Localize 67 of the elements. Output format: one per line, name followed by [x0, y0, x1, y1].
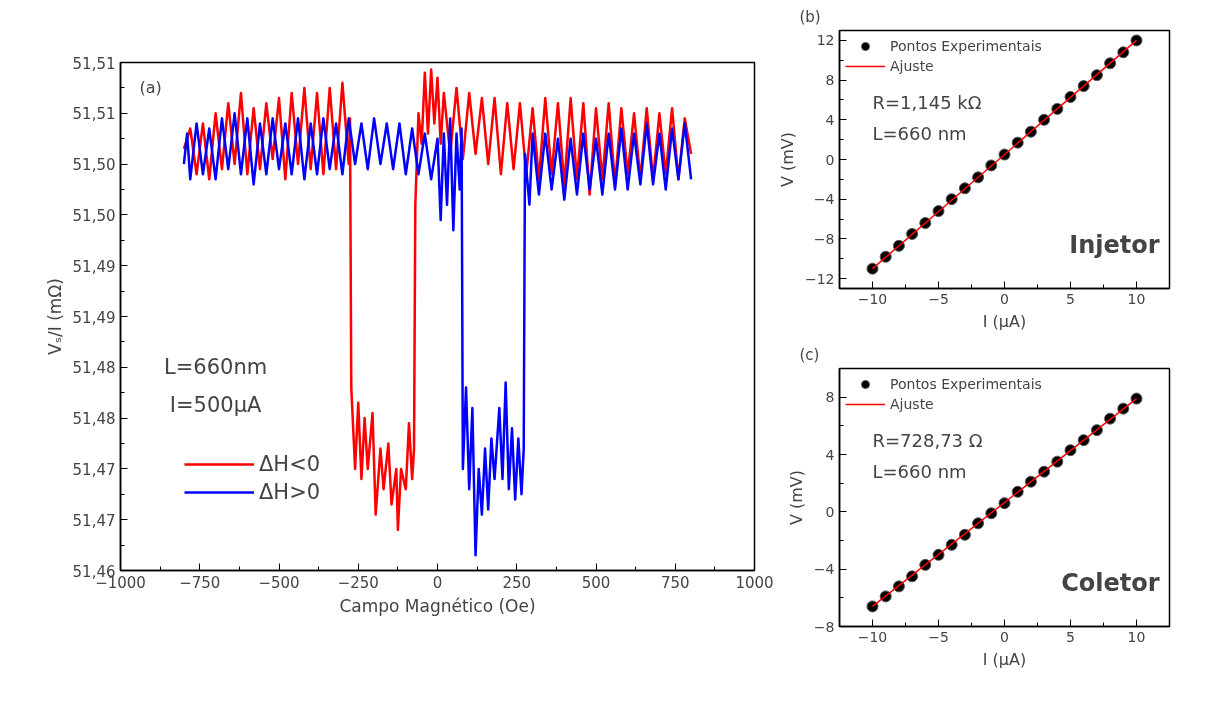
y-tick-label: −8: [813, 230, 835, 247]
y-tick-label: 0: [825, 503, 835, 520]
y-tick-label: 51,48: [72, 359, 116, 378]
legend-label: ΔH>0: [259, 479, 321, 506]
y-tick-label: 51,49: [72, 257, 116, 276]
legend-label: Ajuste: [890, 58, 934, 74]
x-tick-label: 10: [1127, 290, 1146, 307]
y-axis-title: V (mV): [777, 131, 797, 188]
x-tick-label: −5: [928, 628, 949, 645]
annotation: I=500μA: [169, 393, 263, 418]
x-axis-title: I (μA): [982, 649, 1027, 669]
y-axis-title: V (mV): [786, 469, 806, 526]
y-tick-label: 51,48: [72, 410, 116, 429]
x-tick-label: 0: [432, 573, 443, 592]
y-tick-label: 51,51: [72, 105, 116, 124]
annotation: (a): [139, 78, 162, 98]
legend-label: Ajuste: [890, 396, 934, 412]
y-tick-label: 51,50: [72, 206, 116, 225]
x-tick-label: −10: [857, 290, 888, 307]
text: (b): [799, 7, 821, 26]
y-tick-label: 4: [825, 446, 835, 463]
legend-label: Pontos Experimentais: [890, 376, 1042, 392]
y-tick-label: 51,50: [72, 156, 116, 175]
x-axis-title: Campo Magnético (Oe): [339, 595, 536, 616]
x-tick-label: −5: [928, 290, 949, 307]
y-tick-label: 0: [825, 151, 835, 168]
y-tick-label: −12: [804, 270, 835, 287]
annotation: Coletor: [1061, 568, 1160, 597]
x-tick-label: 0: [1000, 290, 1009, 307]
y-tick-label: 51,47: [72, 511, 116, 530]
point: [866, 600, 879, 613]
x-tick-label: 10: [1127, 628, 1146, 645]
x-tick-label: 250: [502, 573, 532, 592]
x-tick-label: 5: [1066, 290, 1075, 307]
y-tick-label: 8: [825, 72, 835, 89]
x-tick-label: −750: [179, 573, 221, 592]
point: [1130, 392, 1143, 405]
x-tick-label: 500: [581, 573, 611, 592]
annotation: L=660 nm: [872, 461, 967, 483]
annotation: L=660nm: [164, 355, 268, 380]
x-tick-label: −250: [337, 573, 379, 592]
x-tick-label: 750: [660, 573, 690, 592]
legend-label: ΔH<0: [259, 451, 321, 478]
annotation: L=660 nm: [872, 123, 967, 145]
y-tick-label: 51,49: [72, 308, 116, 327]
y-tick-label: −8: [813, 618, 835, 635]
x-axis-title: I (μA): [982, 311, 1027, 331]
legend-label: Pontos Experimentais: [890, 38, 1042, 54]
x-tick-label: −500: [258, 573, 300, 592]
y-tick-label: −4: [813, 191, 835, 208]
y-tick-label: 8: [825, 389, 835, 406]
x-tick-label: 0: [1000, 628, 1009, 645]
x-tick-label: 5: [1066, 628, 1075, 645]
annotation: Injetor: [1069, 230, 1160, 259]
y-tick-label: 51,47: [72, 460, 116, 479]
y-tick-label: −4: [813, 561, 835, 578]
y-tick-label: 12: [816, 32, 835, 49]
point: [1130, 34, 1143, 47]
y-tick-label: 4: [825, 111, 835, 128]
y-axis-title: Vₛ/I (mΩ): [44, 278, 65, 355]
point: [866, 262, 879, 275]
annotation: R=728,73 Ω: [872, 430, 983, 452]
x-tick-label: 1000: [735, 573, 774, 592]
text: (c): [799, 345, 820, 364]
annotation: R=1,145 kΩ: [872, 92, 982, 114]
y-tick-label: 51,51: [72, 54, 116, 73]
x-tick-label: −10: [857, 628, 888, 645]
